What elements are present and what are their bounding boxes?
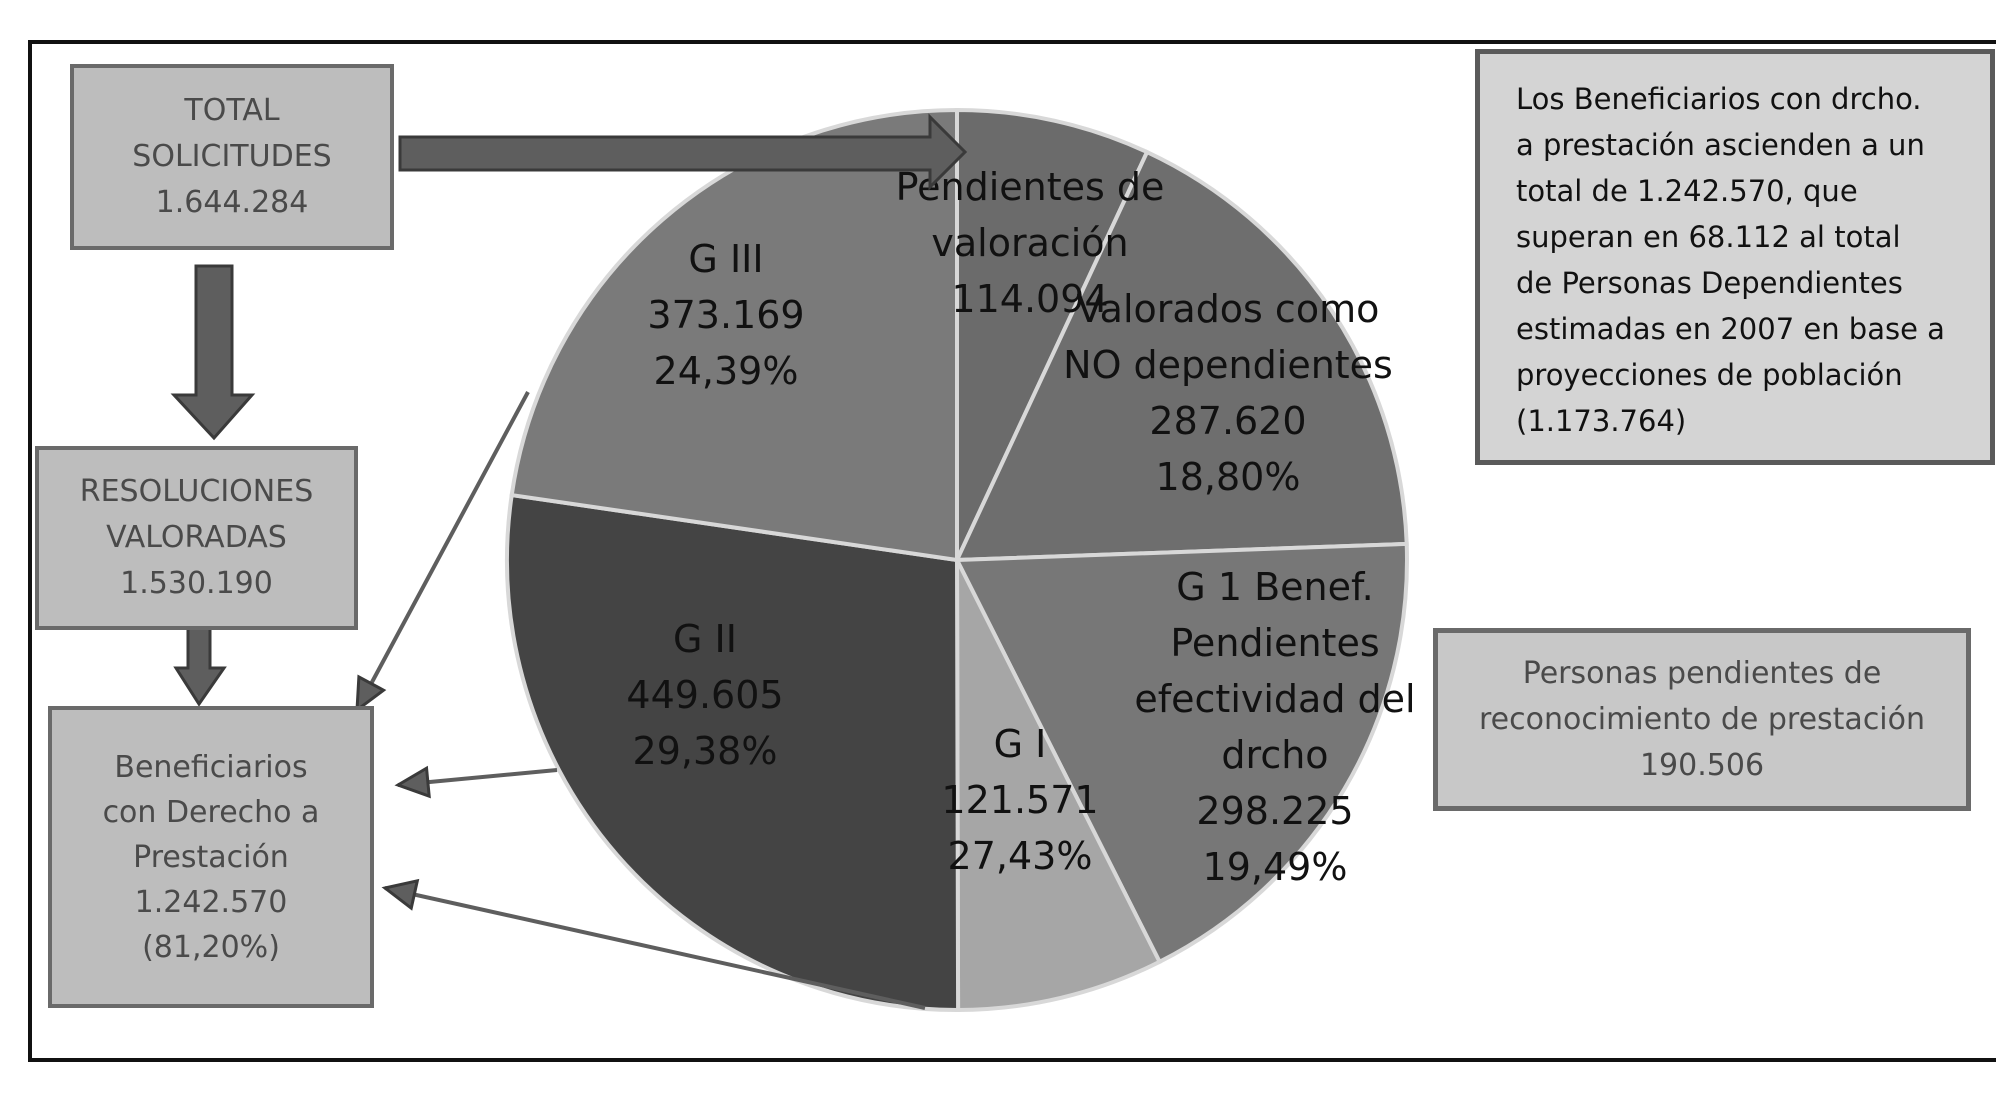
slice-g-i: [955, 559, 1163, 1013]
slice-pendientes-valoracion: [955, 107, 1150, 561]
label-g-iii: G III 373.169 24,39%: [647, 237, 804, 393]
total-solicitudes-box: TOTAL SOLICITUDES 1.644.284: [70, 64, 394, 250]
arrow-gi-to-beneficiarios-head: [381, 878, 420, 911]
label-no-dependientes: Valorados como NO dependientes 287.620 18,8…: [1063, 287, 1393, 499]
slice-g-iii: [509, 107, 959, 563]
resol-line-2: VALORADAS: [106, 520, 287, 555]
slice-g-ii: [505, 492, 961, 1013]
arrow-gi-to-beneficiarios: [384, 886, 926, 1010]
total-line-3: 1.644.284: [155, 185, 309, 220]
pendientes-reconocimiento-box: Personas pendientes de reconocimiento de…: [1433, 628, 1971, 811]
info-line-5: de Personas Dependientes: [1516, 266, 1903, 300]
info-line-7: proyecciones de población: [1516, 358, 1903, 392]
arrow-giii-to-beneficiarios-head: [355, 674, 387, 714]
benef-line-5: (81,20%): [142, 929, 280, 965]
info-line-6: estimadas en 2007 en base a: [1516, 312, 1945, 346]
label-g-ii: G II 449.605 29,38%: [626, 617, 783, 773]
arrow-total-to-resoluciones: [170, 264, 256, 441]
info-line-2: a prestación ascienden a un: [1516, 128, 1925, 162]
benef-line-2: con Derecho a: [102, 794, 320, 830]
label-g1-benef: G 1 Benef. Pendientes efectividad del drcho…: [1134, 565, 1415, 889]
slice-no-dependientes: [953, 149, 1409, 563]
total-line-2: SOLICITUDES: [132, 139, 332, 174]
info-note-box: Los Beneficiarios con drcho. a prestació…: [1475, 49, 1995, 465]
info-line-4: superan en 68.112 al total: [1516, 220, 1901, 254]
arrow-gii-to-beneficiarios-head: [394, 765, 431, 799]
label-g-i: G I 121.571 27,43%: [941, 722, 1098, 878]
resol-line-1: RESOLUCIONES: [79, 474, 314, 509]
resoluciones-valoradas-box: RESOLUCIONES VALORADAS 1.530.190: [35, 446, 358, 630]
arrow-total-to-pending: [398, 113, 968, 191]
total-line-1: TOTAL: [184, 93, 280, 128]
beneficiarios-box: Beneficiarios con Derecho a Prestación 1…: [48, 706, 374, 1008]
benef-line-1: Beneficiarios: [114, 749, 308, 785]
pend-line-3: 190.506: [1639, 747, 1765, 783]
resol-line-3: 1.530.190: [120, 566, 273, 601]
chart-frame: [28, 40, 1996, 1062]
benef-line-3: Prestación: [133, 839, 289, 875]
slice-g1-benef-pendientes: [953, 541, 1409, 965]
pend-line-2: reconocimiento de prestación: [1478, 701, 1926, 737]
info-line-1: Los Beneficiarios con drcho.: [1516, 82, 1922, 116]
info-line-8: (1.173.764): [1516, 404, 1687, 438]
info-line-3: total de 1.242.570, que: [1516, 174, 1858, 208]
pend-line-1: Personas pendientes de: [1522, 655, 1882, 691]
benef-line-4: 1.242.570: [134, 884, 288, 920]
arrow-giii-to-beneficiarios: [355, 391, 530, 711]
